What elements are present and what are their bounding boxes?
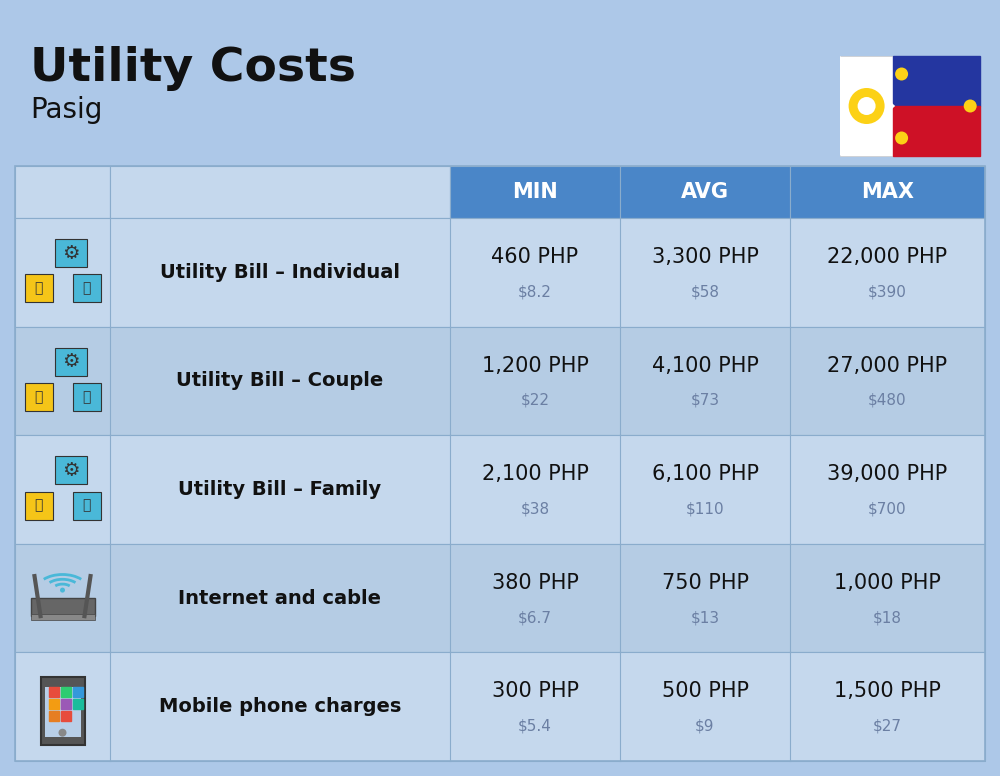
Text: $8.2: $8.2 <box>518 284 552 300</box>
Bar <box>15 435 985 544</box>
Bar <box>44 687 80 736</box>
Text: $5.4: $5.4 <box>518 719 552 734</box>
Bar <box>60 687 70 697</box>
Circle shape <box>60 587 65 593</box>
Text: $73: $73 <box>690 393 720 408</box>
Circle shape <box>849 88 885 124</box>
Text: ⚙: ⚙ <box>62 352 79 372</box>
Text: $110: $110 <box>686 501 724 517</box>
Bar <box>72 274 100 303</box>
Text: 🚰: 🚰 <box>82 282 91 296</box>
Text: Utility Bill – Couple: Utility Bill – Couple <box>176 372 384 390</box>
Text: 27,000 PHP: 27,000 PHP <box>827 355 948 376</box>
Text: Pasig: Pasig <box>30 96 102 124</box>
Text: 2,100 PHP: 2,100 PHP <box>482 464 588 484</box>
Text: 22,000 PHP: 22,000 PHP <box>827 247 948 267</box>
Text: 380 PHP: 380 PHP <box>492 573 578 593</box>
Bar <box>72 383 100 411</box>
Text: 🚰: 🚰 <box>82 498 91 512</box>
Bar <box>893 106 980 156</box>
Text: ⚙: ⚙ <box>62 244 79 263</box>
Bar <box>48 711 58 721</box>
Bar <box>15 653 985 761</box>
Text: 460 PHP: 460 PHP <box>491 247 579 267</box>
Bar <box>30 614 94 620</box>
Bar <box>54 348 87 376</box>
Text: 4,100 PHP: 4,100 PHP <box>652 355 758 376</box>
Circle shape <box>58 729 66 736</box>
Bar <box>893 56 980 106</box>
Circle shape <box>895 131 908 144</box>
Text: 🚰: 🚰 <box>82 390 91 404</box>
Bar <box>15 166 985 761</box>
Circle shape <box>858 97 876 115</box>
Text: Utility Bill – Family: Utility Bill – Family <box>178 480 382 499</box>
Text: Internet and cable: Internet and cable <box>178 589 382 608</box>
Bar <box>24 491 52 519</box>
Bar <box>790 166 985 218</box>
Bar <box>24 383 52 411</box>
Text: 🔌: 🔌 <box>34 498 43 512</box>
Bar <box>15 544 985 653</box>
Text: $9: $9 <box>695 719 715 734</box>
Text: 300 PHP: 300 PHP <box>492 681 578 702</box>
Text: 1,200 PHP: 1,200 PHP <box>482 355 588 376</box>
Text: 1,000 PHP: 1,000 PHP <box>834 573 941 593</box>
Text: $700: $700 <box>868 501 907 517</box>
Text: MIN: MIN <box>512 182 558 202</box>
Text: 500 PHP: 500 PHP <box>662 681 748 702</box>
Text: $390: $390 <box>868 284 907 300</box>
Bar <box>60 711 70 721</box>
Text: Utility Bill – Individual: Utility Bill – Individual <box>160 263 400 282</box>
Text: $27: $27 <box>873 719 902 734</box>
Circle shape <box>964 99 977 113</box>
Bar <box>72 491 100 519</box>
Text: $22: $22 <box>520 393 550 408</box>
Text: 750 PHP: 750 PHP <box>662 573 748 593</box>
Text: Utility Costs: Utility Costs <box>30 46 356 91</box>
Bar <box>48 687 58 697</box>
Text: $58: $58 <box>690 284 720 300</box>
Text: 🔌: 🔌 <box>34 282 43 296</box>
Text: 🔌: 🔌 <box>34 390 43 404</box>
Text: $38: $38 <box>520 501 550 517</box>
Bar <box>450 166 620 218</box>
Bar <box>110 166 450 218</box>
Text: 1,500 PHP: 1,500 PHP <box>834 681 941 702</box>
Bar <box>60 698 70 708</box>
Polygon shape <box>840 56 895 156</box>
Bar <box>72 687 82 697</box>
Bar <box>48 698 58 708</box>
Text: $13: $13 <box>690 610 720 625</box>
Text: $6.7: $6.7 <box>518 610 552 625</box>
Bar <box>24 274 52 303</box>
Bar <box>15 166 110 218</box>
Text: Mobile phone charges: Mobile phone charges <box>159 697 401 716</box>
Bar <box>15 218 985 327</box>
Bar <box>40 677 84 745</box>
Bar <box>840 56 980 156</box>
Bar <box>620 166 790 218</box>
Bar <box>72 698 82 708</box>
Text: AVG: AVG <box>681 182 729 202</box>
Text: $480: $480 <box>868 393 907 408</box>
Bar <box>15 327 985 435</box>
Bar <box>54 239 87 267</box>
Bar <box>54 456 87 484</box>
Text: MAX: MAX <box>861 182 914 202</box>
Text: $18: $18 <box>873 610 902 625</box>
Circle shape <box>895 68 908 81</box>
Text: 39,000 PHP: 39,000 PHP <box>827 464 948 484</box>
Bar <box>30 598 94 616</box>
Text: 3,300 PHP: 3,300 PHP <box>652 247 758 267</box>
Text: 6,100 PHP: 6,100 PHP <box>652 464 759 484</box>
Text: ⚙: ⚙ <box>62 461 79 480</box>
